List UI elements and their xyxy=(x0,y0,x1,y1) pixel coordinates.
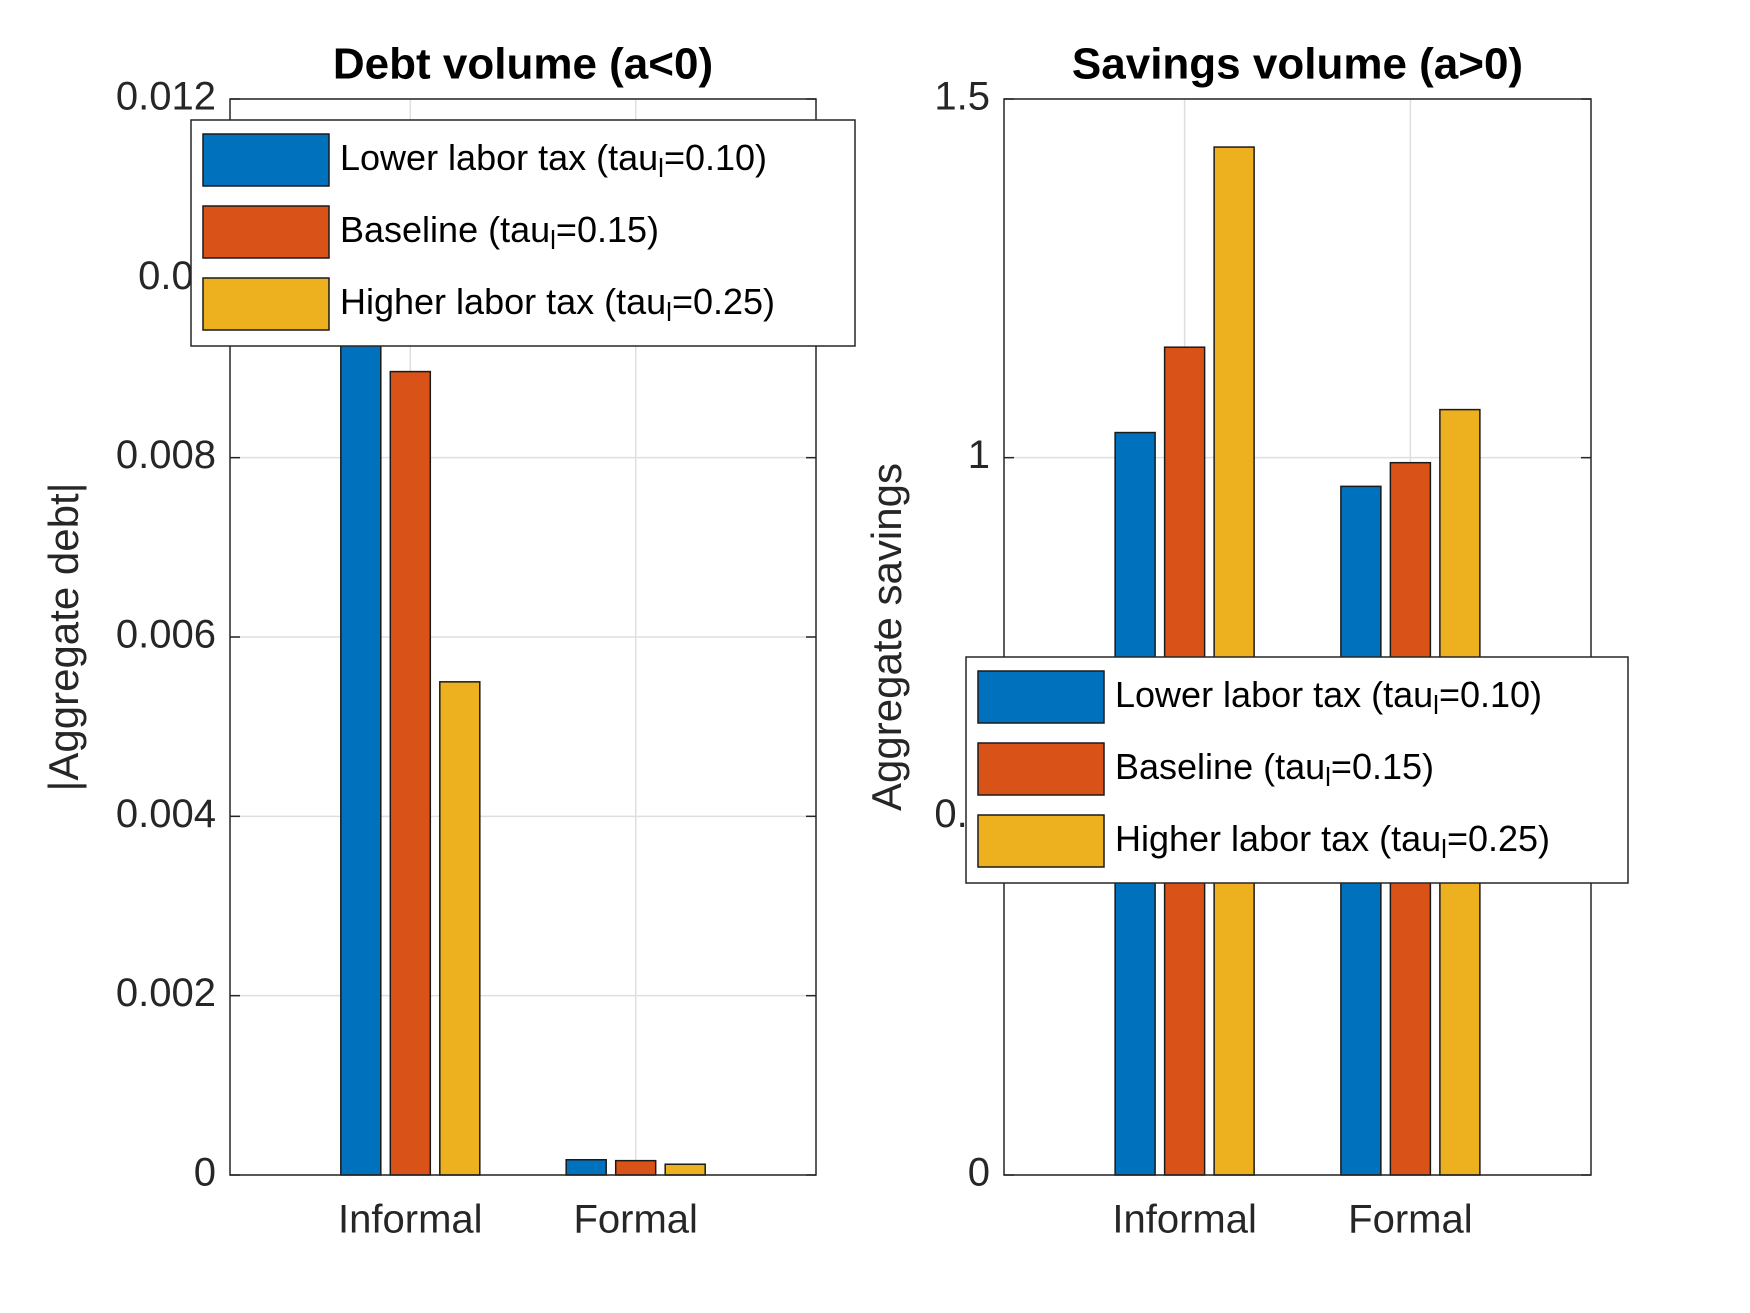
y-tick-label: 0.004 xyxy=(116,792,216,836)
legend-swatch xyxy=(202,205,330,259)
legend-label: Higher labor tax (taul=0.25) xyxy=(340,281,775,327)
y-tick-label: 0.008 xyxy=(116,433,216,477)
legend-swatch xyxy=(977,670,1105,724)
x-tick-label: Formal xyxy=(1348,1198,1472,1242)
y-tick-label: 0.002 xyxy=(116,971,216,1015)
x-tick-label: Informal xyxy=(338,1198,483,1242)
bar xyxy=(340,277,382,1176)
y-tick-label: 0.012 xyxy=(116,75,216,119)
axes-box xyxy=(229,98,817,1176)
y-axis-label: Aggregate savings xyxy=(863,463,910,811)
y-tick-label: 0.006 xyxy=(116,613,216,657)
legend-label: Lower labor tax (taul=0.10) xyxy=(340,137,767,183)
legend-swatch xyxy=(977,742,1105,796)
x-tick-label: Informal xyxy=(1112,1198,1257,1242)
legend-swatch xyxy=(202,277,330,331)
y-axis-label: |Aggregate debt| xyxy=(40,482,87,791)
chart-title: Debt volume (a<0) xyxy=(333,40,713,89)
bar xyxy=(565,1159,607,1176)
legend-label: Lower labor tax (taul=0.10) xyxy=(1115,674,1542,720)
y-tick-label: 1 xyxy=(968,433,990,477)
axes-box xyxy=(1003,98,1592,1176)
y-tick-label: 0 xyxy=(194,1151,216,1195)
chart-title: Savings volume (a>0) xyxy=(1072,40,1523,89)
bar xyxy=(614,1159,657,1176)
x-tick-label: Formal xyxy=(573,1198,697,1242)
y-tick-label: 0 xyxy=(968,1151,990,1195)
bar xyxy=(439,681,481,1176)
legend-label: Higher labor tax (taul=0.25) xyxy=(1115,818,1550,864)
bar xyxy=(389,370,432,1176)
legend-label: Baseline (taul=0.15) xyxy=(340,209,659,255)
legend-label: Baseline (taul=0.15) xyxy=(1115,746,1434,792)
bar xyxy=(664,1163,706,1176)
legend-swatch xyxy=(202,133,330,187)
y-tick-label: 1.5 xyxy=(934,75,990,119)
legend-swatch xyxy=(977,814,1105,868)
